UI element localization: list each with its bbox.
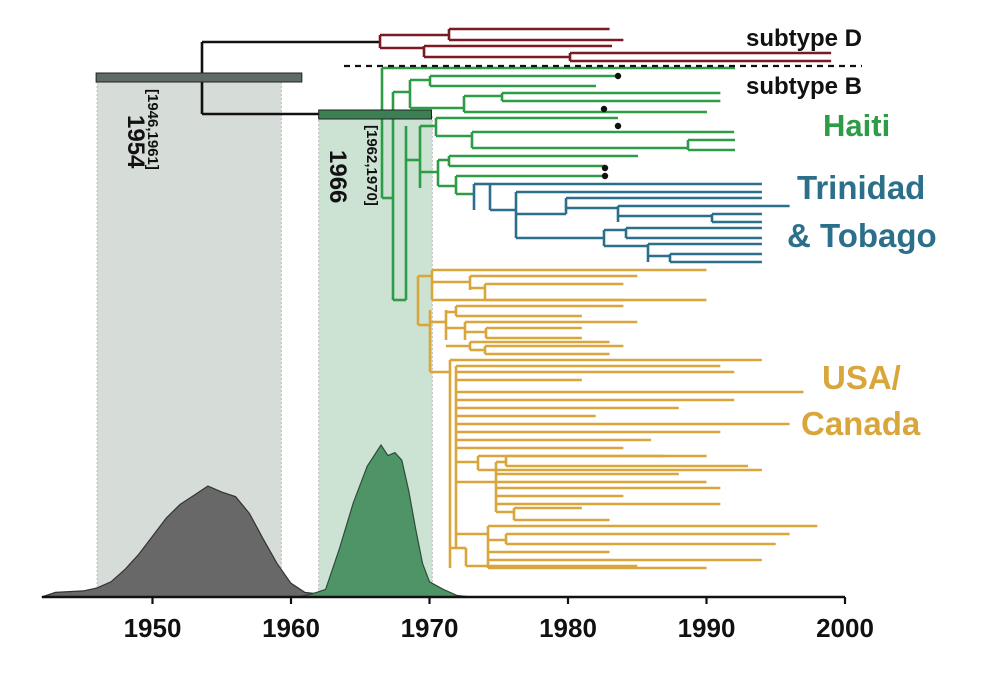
x-tick-label-1950: 1950 <box>124 613 182 643</box>
x-axis: 1950 1960 1970 1980 1990 2000 <box>42 595 874 643</box>
interval-bar-1954 <box>95 72 303 83</box>
clade-label-haiti: Haiti <box>823 108 890 143</box>
interval-1954-range: [1946,1961] <box>144 89 161 170</box>
interval-bars <box>95 72 433 120</box>
clade-label-subtype-b: subtype B <box>746 73 862 100</box>
interval-1954-label: 1954 <box>122 115 149 169</box>
phylogenetic-tree <box>200 27 832 570</box>
x-tick-label-1960: 1960 <box>262 613 320 643</box>
density-1954 <box>41 485 333 598</box>
clade-label-trinidad-line1: Trinidad <box>797 169 925 206</box>
density-1966 <box>297 443 472 598</box>
x-tick-label-2000: 2000 <box>816 613 874 643</box>
clade-label-subtype-d: subtype D <box>746 25 862 52</box>
x-tick-label-1980: 1980 <box>539 613 597 643</box>
interval-1966-label: 1966 <box>324 150 351 203</box>
clade-label-usa-line1: USA/ <box>822 359 901 396</box>
clade-label-usa-line2: Canada <box>801 405 921 442</box>
x-tick-label-1990: 1990 <box>678 613 736 643</box>
interval-1966-range: [1962,1970] <box>363 125 380 206</box>
clade-label-trinidad-line2: & Tobago <box>787 217 937 254</box>
density-curves <box>41 443 472 598</box>
x-tick-label-1970: 1970 <box>401 613 459 643</box>
interval-bar-1966 <box>318 109 433 120</box>
haiti-tip-markers <box>600 72 622 180</box>
